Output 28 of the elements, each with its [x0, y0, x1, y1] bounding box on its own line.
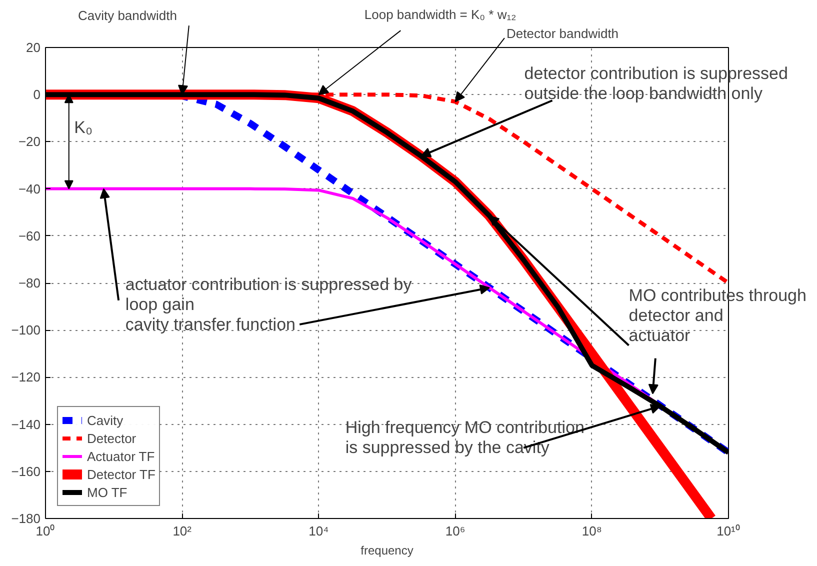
y-tick-label: −120 [11, 370, 41, 385]
annotation: Detector bandwidth [506, 26, 619, 41]
y-tick-label: −140 [11, 416, 41, 432]
legend-label: Cavity [87, 412, 124, 429]
annotation: K₀ [74, 118, 93, 138]
y-tick-label: 0 [33, 87, 41, 102]
y-tick-label: −40 [18, 181, 41, 196]
annotation: Cavity bandwidth [78, 8, 177, 23]
y-tick-label: −60 [18, 228, 41, 244]
legend-label: Detector [87, 430, 136, 447]
legend-label: MO TF [87, 484, 128, 501]
y-tick-label: −180 [11, 511, 41, 526]
y-tick-label: −100 [11, 322, 41, 338]
annotation: cavity transfer function [125, 314, 296, 334]
annotation: Loop bandwidth = K₀ * w₁₂ [364, 7, 516, 22]
y-tick-label: 20 [26, 40, 41, 55]
x-axis-title: frequency [360, 544, 414, 558]
y-tick-label: −20 [18, 134, 41, 150]
y-tick-label: −80 [18, 276, 41, 290]
x-tick-label: 10⁰ [36, 524, 56, 538]
x-tick-label: 10² [172, 524, 192, 538]
x-tick-label: 10¹⁰ [716, 524, 740, 538]
legend-label: Actuator TF [87, 448, 155, 465]
x-tick-label: 10⁴ [308, 524, 329, 538]
x-tick-label: 10⁶ [445, 524, 466, 538]
legend-label: Detector TF [87, 466, 156, 483]
x-tick-label: 10⁸ [582, 524, 602, 538]
y-tick-label: −160 [11, 464, 41, 479]
